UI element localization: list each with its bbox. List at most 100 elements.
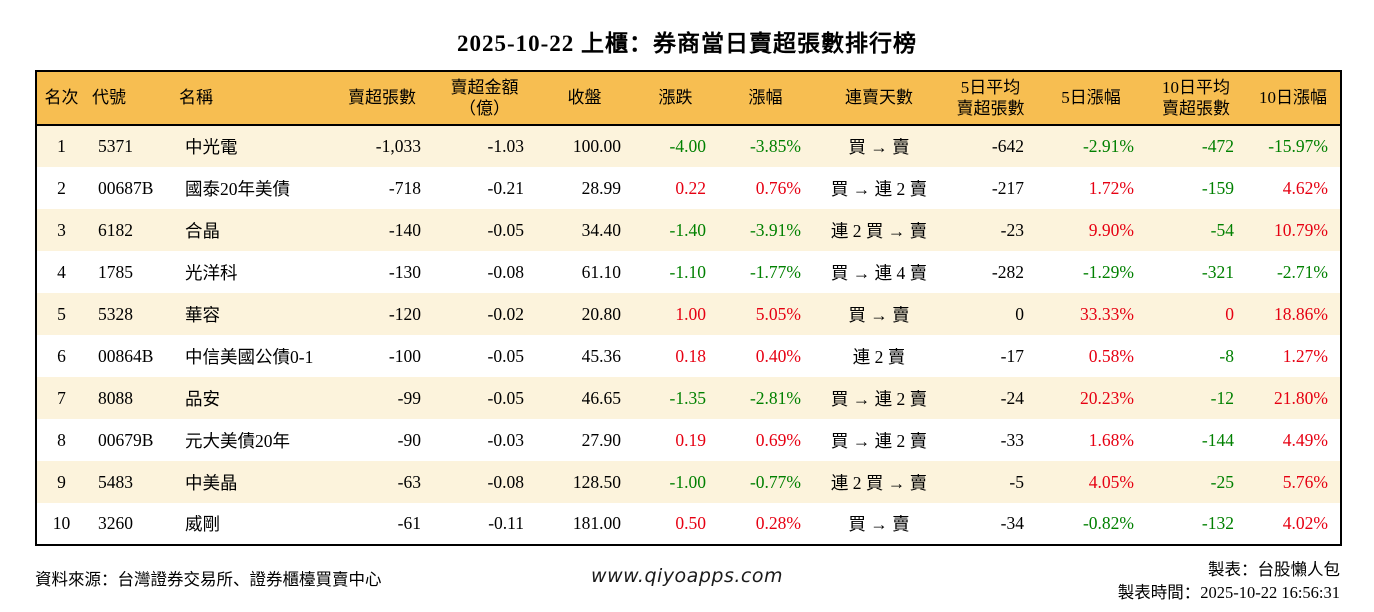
table-head: 名次 代號 名稱 賣超張數 賣超金額 （億） 收盤 漲跌 漲幅 連賣天數 5日平均 賣超張數 5日漲… [36, 71, 1341, 126]
cell-name: 品安 [185, 388, 220, 409]
cell-sell_amount: -0.05 [487, 219, 524, 240]
cell-name: 威剛 [185, 514, 220, 534]
cell-avg5_volume: -282 [991, 261, 1024, 282]
cell-rank: 8 [57, 429, 66, 450]
cell-rank: 1 [57, 136, 66, 156]
table-row: 1 5371 中光電 -1,033 -1.03 100.00 -4.00 -3.85% 買 → … [36, 125, 1341, 167]
cell-streak: 買 → 連 2 賣 [830, 388, 928, 409]
cell-sell_volume: -63 [397, 471, 421, 492]
cell-pct10: 10.79% [1274, 219, 1328, 240]
cell-code: 5483 [98, 471, 133, 492]
cell-code: 00679B [98, 429, 154, 450]
creator-note: 製表：台股懶人包 [1208, 560, 1340, 579]
cell-close: 181.00 [572, 513, 621, 533]
cell-change_pct: 0.76% [755, 177, 801, 198]
cell-avg10_volume: 0 [1225, 303, 1234, 324]
cell-streak: 連 2 買 → 賣 [830, 472, 928, 493]
cell-pct10: 4.62% [1282, 177, 1328, 198]
cell-avg10_volume: -159 [1201, 177, 1234, 198]
table-row: 9 5483 中美晶 -63 -0.08 128.50 -1.00 -0.77% 連 2 買 →… [36, 461, 1341, 503]
cell-sell_amount: -0.05 [487, 387, 524, 408]
cell-name: 合晶 [185, 220, 220, 241]
cell-avg10_volume: -12 [1210, 387, 1234, 408]
cell-code: 3260 [98, 513, 133, 533]
cell-streak: 連 2 賣 [852, 346, 906, 367]
cell-avg5_volume: -23 [1000, 219, 1024, 240]
credit-block: 製表：台股懶人包 製表時間：2025-10-22 16:56:31 [1118, 558, 1340, 605]
table-row: 3 6182 合晶 -140 -0.05 34.40 -1.40 -3.91% 連 2 買 → … [36, 209, 1341, 251]
col-header-close: 收盤 [536, 71, 633, 126]
cell-avg10_volume: -144 [1201, 429, 1234, 450]
cell-change: 0.19 [675, 429, 706, 450]
col-header-change_pct: 漲幅 [718, 71, 813, 126]
cell-pct5: 33.33% [1080, 303, 1134, 324]
cell-close: 61.10 [581, 261, 621, 282]
cell-streak: 買 → 連 2 賣 [830, 178, 928, 199]
col-header-streak: 連賣天數 [813, 71, 945, 126]
cell-avg10_volume: -25 [1210, 471, 1234, 492]
table-row: 6 00864B 中信美國公債0-1 -100 -0.05 45.36 0.18 0.40% 連… [36, 335, 1341, 377]
cell-change_pct: -1.77% [749, 261, 801, 282]
cell-avg10_volume: -472 [1201, 136, 1234, 156]
cell-sell_volume: -99 [397, 387, 421, 408]
col-header-code: 代號 [86, 71, 173, 126]
cell-pct5: 1.72% [1088, 177, 1134, 198]
cell-avg5_volume: -24 [1000, 387, 1024, 408]
cell-close: 100.00 [572, 136, 621, 156]
broker-net-sell-rank-table: 名次 代號 名稱 賣超張數 賣超金額 （億） 收盤 漲跌 漲幅 連賣天數 5日平均 賣超張數 5日漲… [35, 70, 1342, 546]
cell-name: 華容 [185, 304, 220, 325]
cell-sell_amount: -0.08 [487, 261, 524, 282]
cell-close: 28.99 [581, 177, 621, 198]
cell-sell_volume: -1,033 [375, 136, 421, 156]
cell-sell_volume: -140 [388, 219, 421, 240]
cell-change_pct: 0.69% [755, 429, 801, 450]
cell-pct5: 20.23% [1080, 387, 1134, 408]
cell-sell_volume: -90 [397, 429, 421, 450]
cell-sell_amount: -0.08 [487, 471, 524, 492]
cell-pct5: 4.05% [1088, 471, 1134, 492]
table-row: 4 1785 光洋科 -130 -0.08 61.10 -1.10 -1.77% 買 → 連 4… [36, 251, 1341, 293]
cell-change: -1.00 [669, 471, 706, 492]
cell-change: 0.18 [675, 345, 706, 366]
col-header-avg10_volume: 10日平均 賣超張數 [1146, 71, 1246, 126]
cell-change_pct: -3.85% [749, 136, 801, 156]
cell-avg5_volume: -33 [1000, 429, 1024, 450]
cell-pct10: -15.97% [1268, 136, 1328, 156]
table-row: 5 5328 華容 -120 -0.02 20.80 1.00 5.05% 買 → 賣 0 33.3… [36, 293, 1341, 335]
col-header-change: 漲跌 [633, 71, 718, 126]
cell-sell_volume: -718 [388, 177, 421, 198]
cell-code: 6182 [98, 219, 133, 240]
table-body: 1 5371 中光電 -1,033 -1.03 100.00 -4.00 -3.85% 買 → … [36, 125, 1341, 545]
cell-pct5: 9.90% [1088, 219, 1134, 240]
cell-change_pct: 0.40% [755, 345, 801, 366]
cell-pct10: 1.27% [1282, 345, 1328, 366]
cell-code: 00687B [98, 177, 154, 198]
cell-sell_volume: -130 [388, 261, 421, 282]
cell-sell_volume: -120 [388, 303, 421, 324]
cell-close: 128.50 [572, 471, 621, 492]
cell-sell_amount: -0.11 [488, 513, 524, 533]
cell-pct5: 1.68% [1088, 429, 1134, 450]
cell-close: 20.80 [581, 303, 621, 324]
cell-pct10: 4.49% [1282, 429, 1328, 450]
cell-rank: 2 [57, 177, 66, 198]
cell-pct5: 0.58% [1088, 345, 1134, 366]
cell-name: 元大美債20年 [185, 430, 290, 451]
header-row: 名次 代號 名稱 賣超張數 賣超金額 （億） 收盤 漲跌 漲幅 連賣天數 5日平均 賣超張數 5日漲… [36, 71, 1341, 126]
cell-avg5_volume: 0 [1015, 303, 1024, 324]
cell-pct10: 21.80% [1274, 387, 1328, 408]
cell-streak: 買 → 賣 [848, 514, 910, 534]
cell-code: 00864B [98, 345, 154, 366]
cell-sell_amount: -0.05 [487, 345, 524, 366]
cell-pct10: 5.76% [1282, 471, 1328, 492]
cell-close: 34.40 [581, 219, 621, 240]
cell-change_pct: -0.77% [749, 471, 801, 492]
cell-code: 5328 [98, 303, 133, 324]
col-header-rank: 名次 [36, 71, 86, 126]
cell-rank: 7 [57, 387, 66, 408]
col-header-avg5_volume: 5日平均 賣超張數 [945, 71, 1036, 126]
col-header-name: 名稱 [173, 71, 331, 126]
table-row: 2 00687B 國泰20年美債 -718 -0.21 28.99 0.22 0.76% 買 →… [36, 167, 1341, 209]
cell-change: 0.22 [675, 177, 706, 198]
cell-avg5_volume: -217 [991, 177, 1024, 198]
